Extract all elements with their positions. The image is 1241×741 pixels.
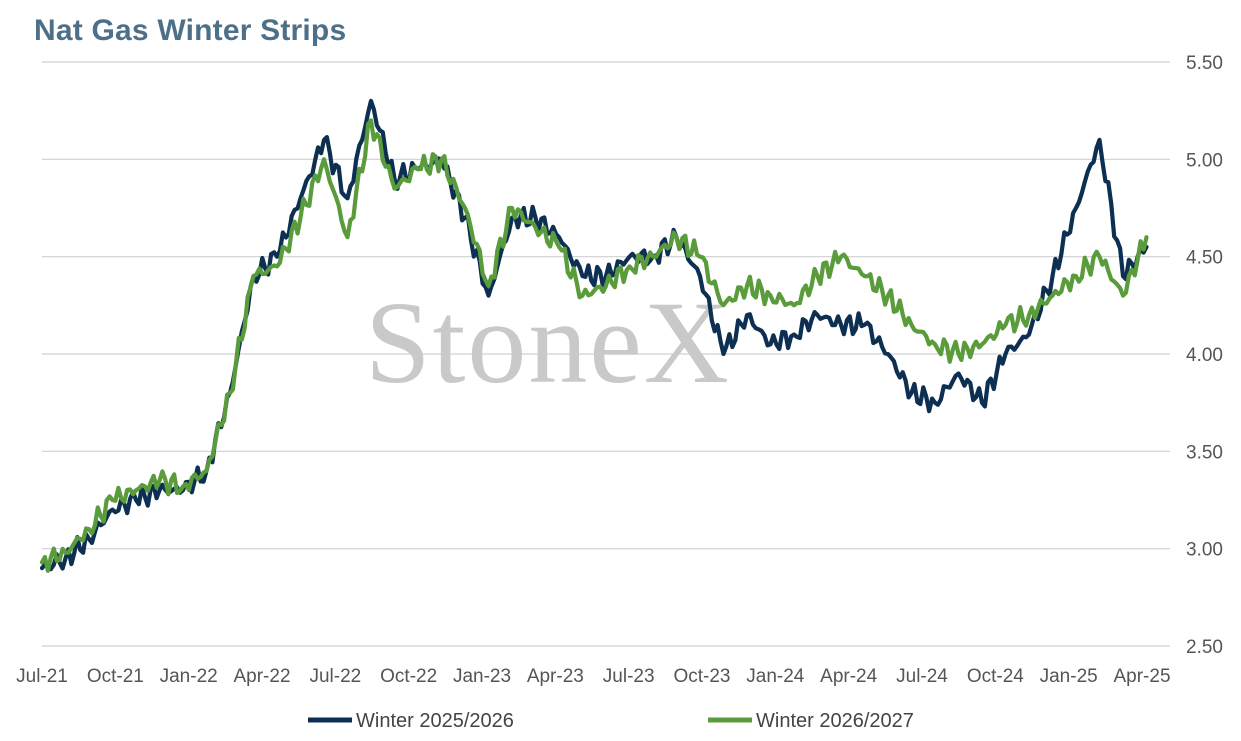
y-tick-label: 3.00 (1186, 540, 1223, 561)
y-tick-label: 2.50 (1186, 637, 1223, 658)
x-tick-label: Oct-23 (673, 666, 730, 687)
x-tick-label: Jan-24 (746, 666, 805, 687)
x-tick-label: Jan-22 (160, 666, 218, 687)
gridlines (42, 61, 1170, 647)
y-tick-label: 4.50 (1186, 248, 1223, 269)
chart-title: Nat Gas Winter Strips (34, 14, 347, 47)
y-tick-label: 4.00 (1186, 345, 1223, 366)
x-tick-label: Jan-25 (1040, 666, 1098, 687)
x-tick-label: Jul-21 (16, 666, 68, 687)
legend-label: Winter 2026/2027 (756, 710, 914, 732)
x-tick-label: Apr-22 (233, 666, 290, 687)
x-tick-label: Oct-24 (967, 666, 1024, 687)
x-tick-label: Apr-23 (527, 666, 584, 687)
x-tick-label: Oct-21 (87, 666, 144, 687)
series-line-2 (39, 118, 1149, 573)
x-axis-ticks: Jul-21 Oct-21 Jan-22 Apr-22 Jul-22 Oct-22 Jan-… (16, 666, 1170, 687)
x-tick-label: Apr-24 (820, 666, 877, 687)
x-tick-label: Jan-23 (453, 666, 511, 687)
y-tick-label: 5.50 (1186, 53, 1223, 74)
y-tick-label: 5.00 (1186, 150, 1223, 171)
legend: Winter 2025/2026 Winter 2026/2027 (308, 710, 914, 732)
x-tick-label: Apr-25 (1113, 666, 1170, 687)
y-tick-label: 3.50 (1186, 442, 1223, 463)
x-tick-label: Jul-24 (896, 666, 948, 687)
watermark-text: StoneX (365, 277, 731, 408)
x-tick-label: Oct-22 (380, 666, 437, 687)
legend-label: Winter 2025/2026 (356, 710, 514, 732)
y-axis-ticks: 2.50 3.00 3.50 4.00 4.50 5.00 5.50 (1186, 53, 1223, 658)
x-tick-label: Jul-23 (603, 666, 655, 687)
x-tick-label: Jul-22 (309, 666, 361, 687)
series-lines (39, 98, 1149, 573)
